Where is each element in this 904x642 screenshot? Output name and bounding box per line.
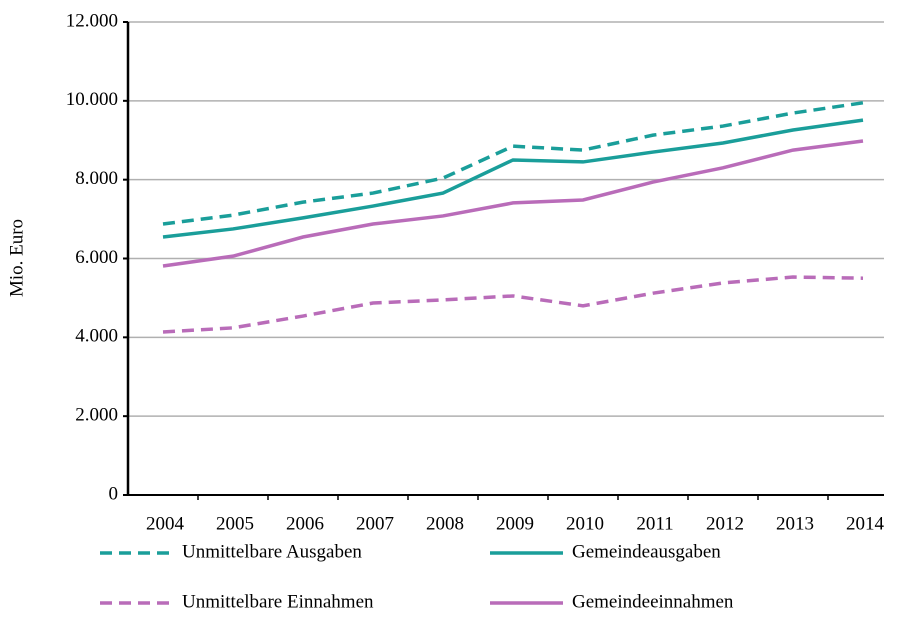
series-line	[162, 275, 864, 334]
x-tick-label: 2007	[356, 513, 394, 534]
legend-label: Unmittelbare Ausgaben	[182, 541, 362, 562]
x-tick-label: 2005	[216, 513, 254, 534]
x-tick-label: 2006	[286, 513, 324, 534]
series-line	[162, 118, 864, 239]
legend-label: Gemeindeausgaben	[572, 541, 721, 562]
x-tick-label: 2009	[496, 513, 534, 534]
x-tick-label: 2014	[846, 513, 885, 534]
y-tick-label: 0	[109, 483, 119, 504]
y-axis-label: Mio. Euro	[6, 219, 27, 297]
y-tick-label: 10.000	[66, 89, 118, 110]
x-tick-label: 2011	[636, 513, 673, 534]
x-tick-label: 2008	[426, 513, 464, 534]
x-tick-label: 2012	[706, 513, 744, 534]
y-tick-label: 6.000	[75, 247, 118, 268]
legend-label: Gemeindeeinnahmen	[572, 591, 734, 612]
y-tick-label: 8.000	[75, 168, 118, 189]
x-tick-label: 2004	[146, 513, 185, 534]
series-line	[162, 101, 864, 226]
y-tick-label: 12.000	[66, 10, 118, 31]
series-line	[162, 139, 864, 268]
x-tick-label: 2013	[776, 513, 814, 534]
x-tick-label: 2010	[566, 513, 604, 534]
y-tick-label: 4.000	[75, 326, 118, 347]
y-tick-label: 2.000	[75, 405, 118, 426]
legend-label: Unmittelbare Einnahmen	[182, 591, 374, 612]
